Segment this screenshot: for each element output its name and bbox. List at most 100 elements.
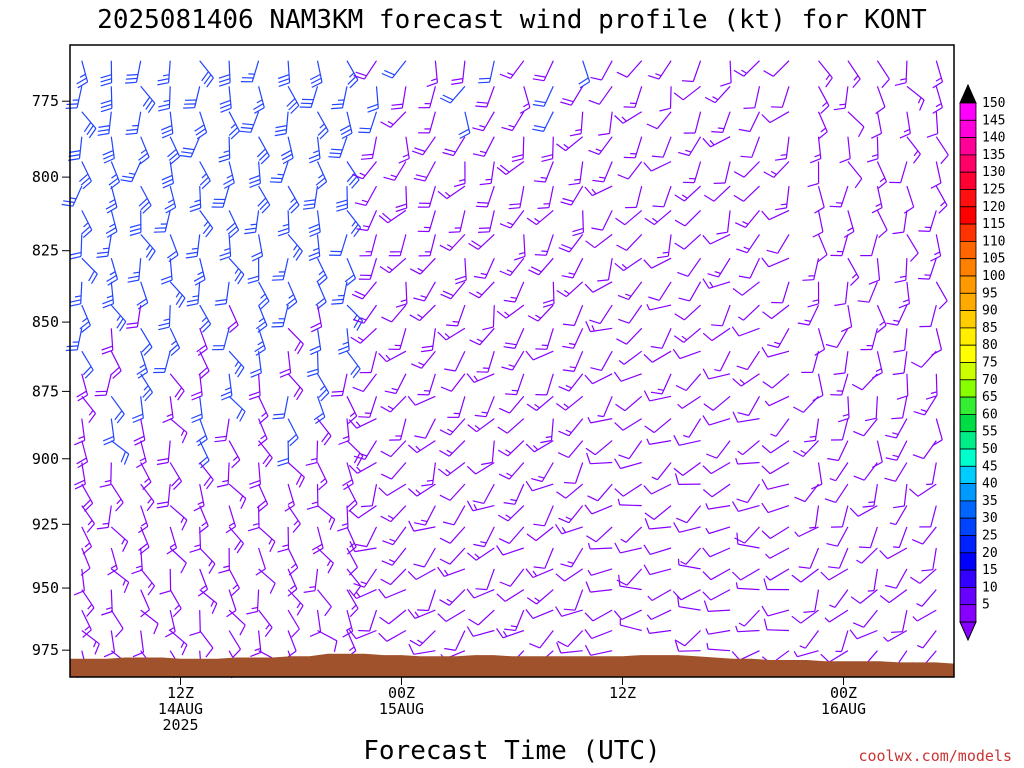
wind-barb bbox=[378, 588, 407, 599]
wind-barb bbox=[466, 588, 495, 599]
wind-barb bbox=[720, 60, 732, 87]
wind-barb bbox=[212, 328, 230, 351]
colorbar-swatch bbox=[959, 275, 977, 294]
wind-barb bbox=[647, 589, 672, 602]
wind-barb bbox=[417, 210, 436, 233]
wind-barb bbox=[65, 86, 83, 109]
wind-barb bbox=[678, 136, 702, 157]
wind-barb bbox=[228, 257, 245, 285]
wind-barb bbox=[110, 440, 130, 465]
wind-barb bbox=[302, 186, 319, 210]
wind-barb bbox=[591, 210, 613, 231]
wind-barb bbox=[439, 526, 466, 544]
wind-barb bbox=[421, 462, 436, 487]
wind-barb bbox=[817, 86, 830, 115]
wind-barb bbox=[331, 86, 348, 110]
colorbar-label: 50 bbox=[982, 442, 998, 457]
wind-barb bbox=[190, 373, 203, 401]
wind-barb bbox=[228, 440, 241, 469]
wind-barb bbox=[624, 185, 643, 209]
wind-barb bbox=[705, 628, 731, 635]
wind-barb bbox=[533, 547, 554, 569]
wind-barb bbox=[344, 257, 357, 286]
wind-barb bbox=[885, 418, 908, 439]
wind-barb bbox=[704, 85, 731, 104]
wind-barb bbox=[454, 258, 467, 285]
colorbar-swatch bbox=[959, 587, 977, 606]
colorbar-swatch bbox=[959, 552, 977, 571]
colorbar-swatch bbox=[959, 119, 977, 139]
wind-barb bbox=[674, 233, 702, 250]
wind-barb bbox=[849, 505, 878, 517]
colorbar-label: 145 bbox=[982, 113, 1005, 128]
wind-barb bbox=[287, 462, 305, 488]
wind-barb bbox=[893, 526, 908, 549]
wind-barb bbox=[562, 328, 584, 349]
wind-barb bbox=[504, 609, 525, 632]
wind-barb bbox=[503, 483, 525, 505]
wind-barb bbox=[803, 589, 820, 613]
wind-barb bbox=[651, 462, 672, 481]
wind-barb bbox=[876, 60, 890, 89]
wind-barb bbox=[228, 111, 240, 140]
wind-barb bbox=[244, 210, 260, 235]
wind-barb bbox=[613, 609, 642, 621]
colorbar-label: 40 bbox=[982, 477, 998, 492]
wind-barb bbox=[733, 161, 760, 178]
wind-barb bbox=[585, 440, 613, 456]
wind-barb bbox=[879, 547, 908, 560]
wind-barb bbox=[168, 328, 181, 357]
wind-barb bbox=[763, 60, 790, 77]
wind-barb bbox=[656, 234, 672, 259]
wind-barb bbox=[346, 60, 359, 89]
wind-barb bbox=[885, 440, 908, 461]
wind-barb bbox=[442, 136, 466, 157]
wind-barb bbox=[258, 281, 270, 310]
wind-barb bbox=[732, 411, 760, 423]
wind-barb bbox=[623, 86, 643, 108]
wind-barb bbox=[356, 210, 378, 232]
wind-barb bbox=[503, 281, 525, 303]
wind-barb bbox=[81, 350, 94, 379]
wind-barb bbox=[381, 60, 407, 79]
wind-barb bbox=[478, 60, 495, 84]
wind-barb bbox=[138, 185, 152, 214]
wind-barb bbox=[346, 210, 362, 238]
wind-barb bbox=[906, 136, 921, 164]
wind-barb bbox=[466, 500, 495, 512]
wind-barb bbox=[381, 304, 407, 323]
wind-barb bbox=[248, 373, 261, 401]
wind-barb bbox=[909, 483, 937, 497]
colorbar-label: 30 bbox=[982, 511, 998, 526]
wind-barb bbox=[448, 210, 466, 233]
colorbar-label: 105 bbox=[982, 252, 1005, 267]
wind-barb bbox=[328, 136, 348, 159]
wind-barb bbox=[313, 396, 326, 424]
wind-barb bbox=[196, 418, 208, 447]
wind-barb bbox=[930, 161, 942, 189]
wind-barb bbox=[535, 328, 554, 350]
wind-barb bbox=[830, 418, 849, 441]
wind-barb bbox=[557, 440, 584, 459]
wind-barb bbox=[702, 278, 731, 289]
wind-barb bbox=[529, 630, 554, 649]
wind-barb bbox=[408, 520, 436, 532]
wind-barb bbox=[737, 304, 760, 321]
wind-barb bbox=[912, 440, 937, 460]
wind-barb bbox=[196, 328, 208, 356]
wind-barb bbox=[451, 60, 466, 85]
wind-barb bbox=[857, 281, 878, 303]
wind-barb bbox=[69, 234, 83, 260]
colorbar-label: 80 bbox=[982, 338, 998, 353]
wind-barb bbox=[167, 234, 179, 263]
wind-barb bbox=[761, 526, 790, 540]
wind-barb bbox=[65, 328, 83, 352]
wind-barb bbox=[498, 526, 525, 545]
wind-barb bbox=[308, 234, 321, 261]
wind-barb bbox=[682, 418, 702, 438]
wind-barb bbox=[829, 589, 849, 608]
wind-barb bbox=[572, 210, 584, 237]
wind-barb bbox=[674, 640, 701, 652]
wind-barb bbox=[99, 462, 112, 488]
wind-barb bbox=[847, 111, 865, 138]
